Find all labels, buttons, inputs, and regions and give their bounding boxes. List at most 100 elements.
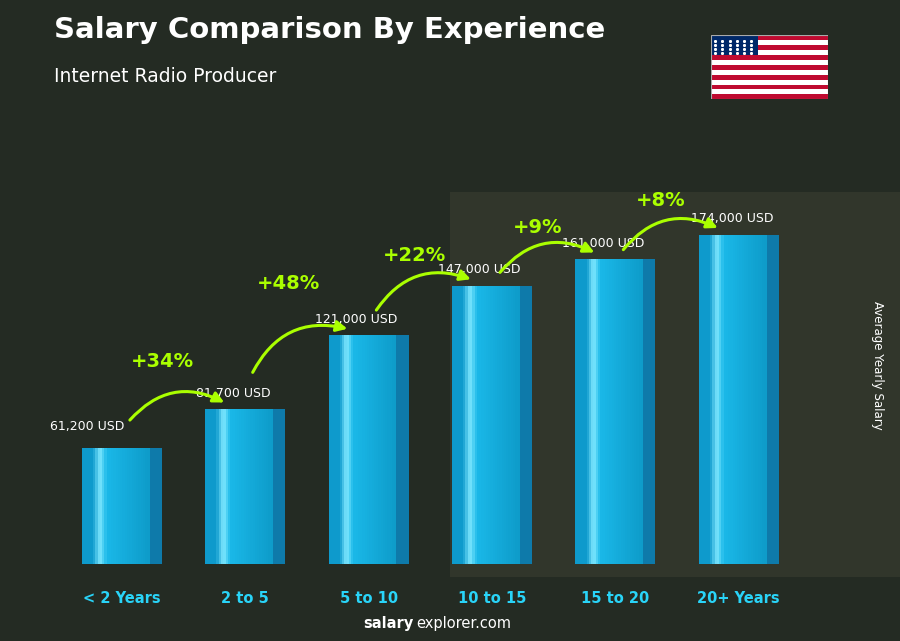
Bar [465, 286, 468, 564]
Bar [755, 235, 758, 564]
Bar [372, 335, 374, 564]
Text: < 2 Years: < 2 Years [83, 590, 160, 606]
Bar [387, 335, 390, 564]
Bar [248, 410, 250, 564]
Bar [711, 90, 828, 94]
Bar [751, 235, 753, 564]
Bar [627, 260, 630, 564]
Bar [596, 260, 599, 564]
Bar [614, 260, 617, 564]
Bar [367, 335, 369, 564]
Bar [268, 410, 271, 564]
Bar [711, 70, 828, 75]
Bar [582, 260, 584, 564]
Text: 61,200 USD: 61,200 USD [50, 420, 124, 433]
Text: salary: salary [364, 617, 414, 631]
Bar [95, 448, 98, 564]
Bar [136, 448, 139, 564]
Bar [364, 335, 367, 564]
Polygon shape [767, 235, 778, 564]
Bar [711, 35, 828, 40]
Bar [244, 410, 246, 564]
Bar [328, 335, 331, 564]
Bar [461, 286, 464, 564]
Bar [591, 260, 593, 564]
Bar [100, 448, 103, 564]
Bar [602, 260, 605, 564]
Bar [733, 235, 735, 564]
Bar [749, 235, 751, 564]
Bar [360, 335, 363, 564]
Bar [711, 60, 828, 65]
Bar [336, 335, 338, 564]
Bar [255, 410, 257, 564]
Bar [721, 235, 724, 564]
Text: Internet Radio Producer: Internet Radio Producer [54, 67, 276, 87]
Polygon shape [644, 260, 655, 564]
Bar [578, 260, 580, 564]
Bar [93, 448, 95, 564]
Text: Average Yearly Salary: Average Yearly Salary [871, 301, 884, 429]
Bar [207, 410, 210, 564]
Bar [271, 410, 273, 564]
Bar [501, 286, 504, 564]
Bar [715, 235, 717, 564]
Bar [737, 235, 740, 564]
Bar [342, 335, 345, 564]
Bar [223, 410, 226, 564]
Bar [724, 235, 726, 564]
Bar [716, 235, 719, 564]
Bar [711, 85, 828, 90]
Bar [483, 286, 486, 564]
Bar [219, 410, 221, 564]
Bar [584, 260, 587, 564]
Bar [394, 335, 397, 564]
Bar [264, 410, 266, 564]
Bar [764, 235, 767, 564]
Polygon shape [396, 335, 409, 564]
Bar [122, 448, 125, 564]
Bar [82, 448, 84, 564]
Bar [454, 286, 456, 564]
Bar [109, 448, 112, 564]
Bar [742, 235, 744, 564]
Bar [711, 40, 828, 45]
Bar [707, 235, 710, 564]
Text: +48%: +48% [256, 274, 320, 294]
Bar [491, 286, 493, 564]
Bar [712, 235, 715, 564]
Bar [226, 410, 228, 564]
Bar [482, 286, 483, 564]
Bar [112, 448, 113, 564]
Bar [626, 260, 627, 564]
Bar [143, 448, 145, 564]
Bar [600, 260, 603, 564]
Bar [605, 260, 608, 564]
Bar [345, 335, 346, 564]
Text: 81,700 USD: 81,700 USD [195, 387, 270, 400]
Bar [634, 260, 636, 564]
Bar [621, 260, 623, 564]
Bar [698, 235, 701, 564]
Bar [266, 410, 268, 564]
Bar [392, 335, 394, 564]
Text: 121,000 USD: 121,000 USD [315, 313, 398, 326]
Bar [587, 260, 589, 564]
Bar [758, 235, 760, 564]
Text: +8%: +8% [636, 191, 686, 210]
Bar [378, 335, 381, 564]
Bar [102, 448, 104, 564]
Bar [374, 335, 376, 564]
Bar [340, 335, 342, 564]
Bar [346, 335, 349, 564]
Bar [459, 286, 461, 564]
Bar [616, 260, 618, 564]
FancyArrowPatch shape [130, 392, 221, 420]
Bar [725, 235, 728, 564]
FancyArrowPatch shape [624, 219, 715, 249]
Bar [711, 35, 758, 55]
Text: Salary Comparison By Experience: Salary Comparison By Experience [54, 16, 605, 44]
Bar [575, 260, 578, 564]
Bar [86, 448, 89, 564]
Bar [513, 286, 516, 564]
